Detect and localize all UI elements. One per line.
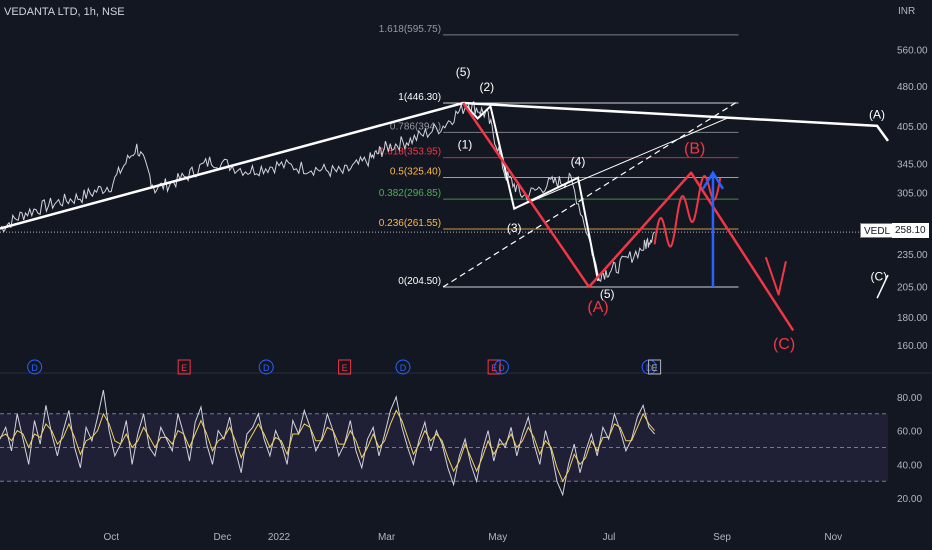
dividend-marker-label: D — [498, 363, 505, 373]
earnings-marker-label: E — [181, 363, 187, 373]
fib-level-label: 0.786(394.) — [390, 121, 441, 132]
x-tick-label: Oct — [103, 532, 119, 543]
wave-label: (3) — [507, 221, 522, 235]
rsi-tick-label: 20.00 — [897, 494, 922, 505]
wave-label: (C) — [773, 336, 795, 353]
channel-dashed-line — [442, 100, 739, 288]
x-tick-label: May — [488, 532, 507, 543]
dividend-marker-label: D — [646, 363, 653, 373]
x-tick-label: Dec — [214, 532, 232, 543]
wave-label: (2) — [480, 80, 495, 94]
y-tick-label: 305.00 — [897, 189, 928, 200]
target-arrow-head — [701, 170, 725, 190]
rsi-tick-label: 80.00 — [897, 393, 922, 404]
projection-arrow-head — [764, 256, 787, 296]
earnings-marker-label: E — [652, 363, 658, 373]
wave-label: (1) — [458, 137, 473, 151]
currency-label: INR — [898, 6, 916, 17]
x-tick-label: 2022 — [268, 532, 291, 543]
wave-label: (5) — [600, 287, 615, 301]
y-tick-label: 345.00 — [897, 160, 928, 171]
y-tick-label: 480.00 — [897, 82, 928, 93]
trendline-major — [0, 101, 890, 230]
projection-wave-path — [653, 175, 722, 248]
wave-c-stub-line — [876, 274, 889, 299]
earnings-marker — [177, 359, 191, 375]
dividend-marker — [395, 359, 411, 375]
dividend-marker-label: D — [263, 363, 270, 373]
fib-level-label: 1(446.30) — [398, 92, 441, 103]
fib-level-label: 0.5(325.40) — [390, 166, 441, 177]
x-tick-label: Nov — [824, 532, 842, 543]
rsi-signal-line — [0, 409, 655, 483]
rsi-tick-label: 40.00 — [897, 460, 922, 471]
earnings-marker — [338, 359, 352, 375]
symbol-title: VEDANTA LTD, 1h, NSE — [4, 6, 125, 18]
wave-label: (B) — [684, 141, 705, 158]
y-tick-label: 560.00 — [897, 45, 928, 56]
y-tick-label: 180.00 — [897, 313, 928, 324]
earnings-marker — [648, 359, 662, 375]
dividend-marker — [27, 359, 43, 375]
wave-impulse-line — [462, 102, 600, 281]
wave-label: (5) — [456, 65, 471, 79]
y-tick-label: 160.00 — [897, 341, 928, 352]
earnings-marker-label: E — [342, 363, 348, 373]
fib-level-label: 0.382(296.85) — [379, 188, 441, 199]
price-series-line — [0, 100, 655, 283]
fib-level-label: 0(204.50) — [398, 276, 441, 287]
fib-level-label: 0.618(353.95) — [379, 147, 441, 158]
wave-label: (4) — [571, 155, 586, 169]
fib-level-label: 1.618(595.75) — [379, 24, 441, 35]
price-tag-value: 258.10 — [892, 223, 929, 238]
x-tick-label: Jul — [603, 532, 616, 543]
dividend-marker-label: D — [400, 363, 407, 373]
x-tick-label: Mar — [378, 532, 396, 543]
channel-line — [514, 116, 730, 210]
y-tick-label: 205.00 — [897, 282, 928, 293]
rsi-line — [0, 389, 655, 497]
rsi-tick-label: 60.00 — [897, 427, 922, 438]
dividend-marker-label: D — [31, 363, 38, 373]
projection-abc-line — [462, 102, 795, 332]
x-tick-label: Sep — [713, 532, 731, 543]
price-tag-symbol: VEDL — [860, 223, 895, 238]
y-tick-label: 235.00 — [897, 250, 928, 261]
wave-label: (A) — [869, 107, 885, 121]
fib-level-label: 0.236(261.55) — [379, 218, 441, 229]
dividend-marker — [258, 359, 274, 375]
earnings-marker — [487, 359, 501, 375]
dividend-marker — [493, 359, 509, 375]
wave-label: (C) — [871, 270, 888, 284]
wave-label: (A) — [587, 299, 608, 316]
y-tick-label: 405.00 — [897, 122, 928, 133]
